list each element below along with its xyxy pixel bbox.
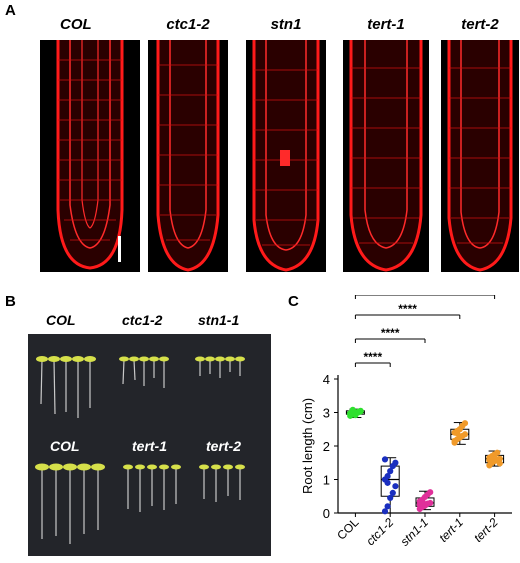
panel-a-label-stn1: stn1 (270, 16, 302, 33)
seedling-photo: COL tert-1 tert-2 (28, 334, 271, 556)
data-point (387, 468, 394, 475)
panel-c-letter: C (288, 293, 299, 310)
x-tick-label: ctc1-2 (363, 515, 396, 548)
data-point (461, 431, 469, 438)
y-tick-label: 1 (323, 473, 330, 488)
panel-b-label-tert-1: tert-1 (132, 438, 168, 454)
data-point (392, 459, 399, 466)
y-tick-label: 0 (323, 506, 330, 521)
panel-a-letter: A (5, 2, 16, 19)
data-point (357, 408, 364, 415)
micrograph-col (40, 40, 140, 272)
x-tick-label: COL (334, 515, 362, 543)
panel-b-label-ctc1-2: ctc1-2 (122, 312, 163, 328)
y-axis-label: Root length (cm) (300, 398, 315, 494)
panel-a-label-col: COL (60, 16, 92, 33)
x-tick-label: tert-2 (471, 515, 501, 545)
micrograph-ctc1-2 (148, 40, 228, 272)
root-length-chart: 0 1 2 3 4 Root length (cm) COL ctc1-2 stn1-1 tert… (290, 282, 520, 558)
data-point (488, 453, 496, 460)
data-point (427, 499, 434, 507)
data-point (384, 479, 391, 486)
panel-a-label-tert-2: tert-2 (461, 16, 499, 33)
data-point (384, 503, 391, 510)
panel-b-label-col-top: COL (46, 312, 76, 328)
data-point (349, 407, 356, 414)
significance-label: **** (416, 295, 435, 296)
x-tick-label: stn1-1 (398, 515, 431, 548)
significance-label: **** (398, 302, 417, 316)
data-point (494, 449, 501, 456)
data-point (389, 489, 396, 496)
data-point (451, 437, 458, 445)
data-point (461, 420, 469, 427)
data-point (381, 456, 389, 463)
data-point (392, 483, 399, 490)
data-point (419, 498, 426, 506)
data-point (381, 508, 389, 515)
significance-label: **** (363, 350, 382, 364)
significance-label: **** (381, 326, 400, 340)
x-tick-label: tert-1 (436, 515, 466, 545)
data-point (387, 494, 394, 502)
data-point (384, 473, 391, 480)
micrograph-tert-1 (343, 40, 429, 272)
micrograph-tert-2 (441, 40, 519, 272)
panel-a-label-ctc1-2: ctc1-2 (166, 16, 210, 33)
data-point (454, 430, 461, 437)
y-tick-label: 3 (323, 406, 330, 421)
panel-b-label-tert-2: tert-2 (206, 438, 242, 454)
y-tick-label: 2 (323, 439, 330, 454)
panel-b-label-col-bottom: COL (50, 438, 80, 454)
panel-b-label-stn1-1: stn1-1 (198, 312, 240, 328)
micrograph-stn1 (246, 40, 326, 272)
y-tick-label: 4 (323, 372, 330, 387)
panel-a-label-tert-1: tert-1 (367, 16, 405, 33)
panel-b-letter: B (5, 293, 16, 310)
data-point (496, 460, 503, 467)
data-point (427, 489, 434, 496)
